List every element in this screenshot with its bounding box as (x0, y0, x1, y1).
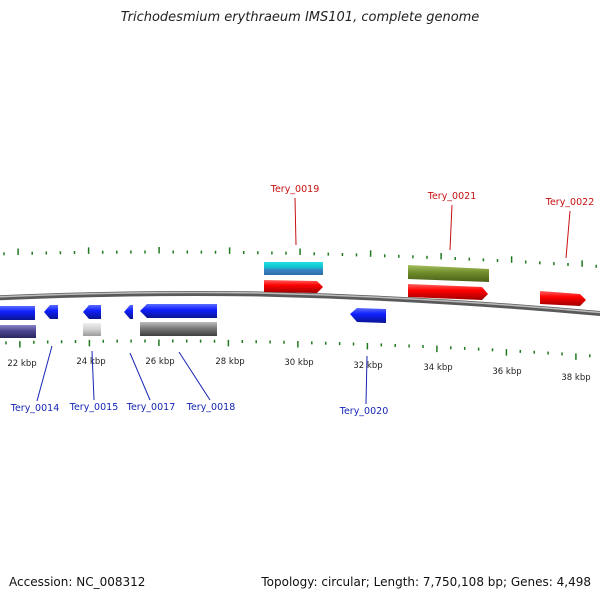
gene-feature-tery-0020[interactable] (350, 308, 386, 323)
gene-labels-top: Tery_0019 Tery_0021 Tery_0022 (270, 184, 595, 259)
gene-label-bottom[interactable]: Tery_0014 (10, 403, 60, 414)
gene-feature-tery-0019[interactable] (264, 280, 323, 293)
gene-leader-line (565, 210, 571, 259)
gene-label-top[interactable]: Tery_0019 (270, 184, 320, 195)
forward-strand-features (264, 262, 586, 306)
scale-label: 34 kbp (423, 363, 452, 373)
gene-feature-tery-0019-cyan[interactable] (264, 262, 323, 275)
gene-leader-line (91, 350, 95, 401)
inner-tick-ring (5, 339, 591, 360)
scale-label: 36 kbp (492, 367, 521, 377)
gene-feature-tery-0015[interactable] (83, 305, 101, 319)
gene-leader-line (129, 352, 151, 401)
scale-label: 28 kbp (215, 357, 244, 367)
gene-feature-tery-0021-olive[interactable] (408, 265, 489, 282)
genome-backbone (0, 291, 600, 317)
gene-leader-line (36, 345, 53, 402)
reverse-strand-features (0, 304, 386, 338)
gene-label-top[interactable]: Tery_0021 (427, 191, 477, 202)
scale-label: 26 kbp (145, 357, 174, 367)
gene-feature-tery-0014[interactable] (44, 305, 58, 319)
scale-label: 30 kbp (284, 358, 313, 368)
gene-feature-tery-0018-gray[interactable] (140, 322, 217, 336)
scale-label: 38 kbp (561, 373, 590, 383)
gene-labels-bottom: Tery_0014 Tery_0015 Tery_0017 Tery_0018 Tery… (10, 345, 389, 417)
gene-feature-tery-0022[interactable] (540, 291, 586, 306)
gene-feature-tery-0017[interactable] (124, 305, 133, 319)
gene-label-bottom[interactable]: Tery_0015 (69, 402, 119, 413)
gene-label-bottom[interactable]: Tery_0018 (186, 402, 236, 413)
gene-label-bottom[interactable]: Tery_0020 (339, 406, 389, 417)
scale-labels: 22 kbp 24 kbp 26 kbp 28 kbp 30 kbp 32 kbp 34 k… (7, 357, 590, 383)
gene-feature-tery-0013-navy[interactable] (0, 325, 36, 338)
gene-feature-tery-0015-light[interactable] (83, 323, 101, 336)
scale-label: 24 kbp (76, 357, 105, 367)
gene-label-top[interactable]: Tery_0022 (545, 197, 595, 208)
scale-label: 22 kbp (7, 359, 36, 369)
scale-label: 32 kbp (353, 361, 382, 371)
gene-feature-tery-0021[interactable] (408, 284, 488, 300)
gene-leader-line (365, 355, 368, 405)
gene-leader-line (294, 197, 297, 246)
gene-leader-line (178, 351, 211, 401)
genome-backbone-highlight (0, 291, 600, 314)
gene-leader-line (449, 204, 453, 251)
topology-summary: Topology: circular; Length: 7,750,108 bp… (261, 575, 591, 589)
gene-feature-tery-0013[interactable] (0, 306, 35, 320)
map-title: Trichodesmium erythraeum IMS101, complet… (120, 10, 480, 25)
gene-feature-tery-0018[interactable] (140, 304, 217, 318)
outer-tick-ring (3, 247, 597, 268)
accession-text: Accession: NC_008312 (9, 575, 146, 589)
gene-label-bottom[interactable]: Tery_0017 (126, 402, 176, 413)
